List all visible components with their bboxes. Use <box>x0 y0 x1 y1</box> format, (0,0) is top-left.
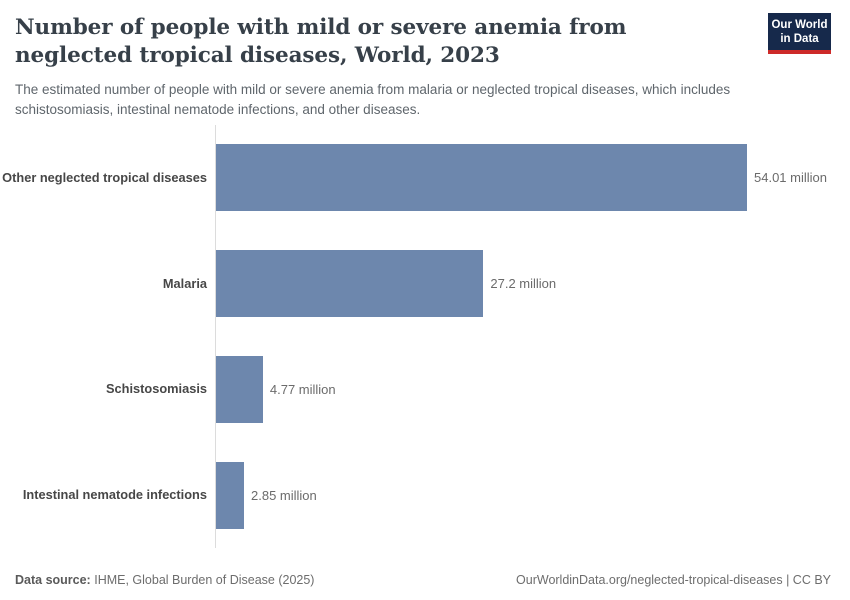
chart-header: Number of people with mild or severe ane… <box>0 0 850 120</box>
value-label-schistosomiasis: 4.77 million <box>269 381 336 397</box>
category-label-intestinal-nematode: Intestinal nematode infections <box>22 487 207 503</box>
value-label-other-ntd: 54.01 million <box>754 170 827 186</box>
value-label-malaria: 27.2 million <box>490 276 557 292</box>
bar-row: Malaria 27.2 million <box>0 231 850 337</box>
owid-logo-line2: in Data <box>780 33 819 45</box>
bar-malaria[interactable] <box>216 250 484 318</box>
bar-track: 4.77 million <box>215 355 850 423</box>
bar-track: 54.01 million <box>215 144 850 212</box>
chart-subtitle: The estimated number of people with mild… <box>15 81 731 117</box>
bar-schistosomiasis[interactable] <box>216 355 263 423</box>
bar-other-ntd[interactable] <box>216 144 747 212</box>
chart-footer: Data source: IHME, Global Burden of Dise… <box>15 573 831 587</box>
category-label-other-ntd: Other neglected tropical diseases <box>2 169 207 185</box>
category-label-schistosomiasis: Schistosomiasis <box>106 381 207 397</box>
bar-chart: Other neglected tropical diseases 54.01 … <box>0 125 850 548</box>
bar-intestinal-nematode[interactable] <box>216 461 244 529</box>
license-link[interactable]: OurWorldinData.org/neglected-tropical-di… <box>516 573 831 587</box>
y-axis-line <box>215 125 216 548</box>
value-label-intestinal-nematode: 2.85 million <box>251 487 317 503</box>
category-label-malaria: Malaria <box>162 275 207 291</box>
owid-logo: Our World in Data <box>768 13 831 54</box>
bar-track: 27.2 million <box>215 250 850 318</box>
bar-row: Schistosomiasis 4.77 million <box>0 337 850 443</box>
bar-row: Intestinal nematode infections 2.85 mill… <box>0 442 850 548</box>
page-title: Number of people with mild or severe ane… <box>15 15 627 69</box>
bar-track: 2.85 million <box>215 461 850 529</box>
data-source-note: Data source: IHME, Global Burden of Dise… <box>15 573 314 587</box>
data-source-value: IHME, Global Burden of Disease (2025) <box>94 573 315 587</box>
owid-logo-line1: Our World <box>771 19 828 31</box>
bar-row: Other neglected tropical diseases 54.01 … <box>0 125 850 231</box>
data-source-label: Data source: <box>15 573 91 587</box>
